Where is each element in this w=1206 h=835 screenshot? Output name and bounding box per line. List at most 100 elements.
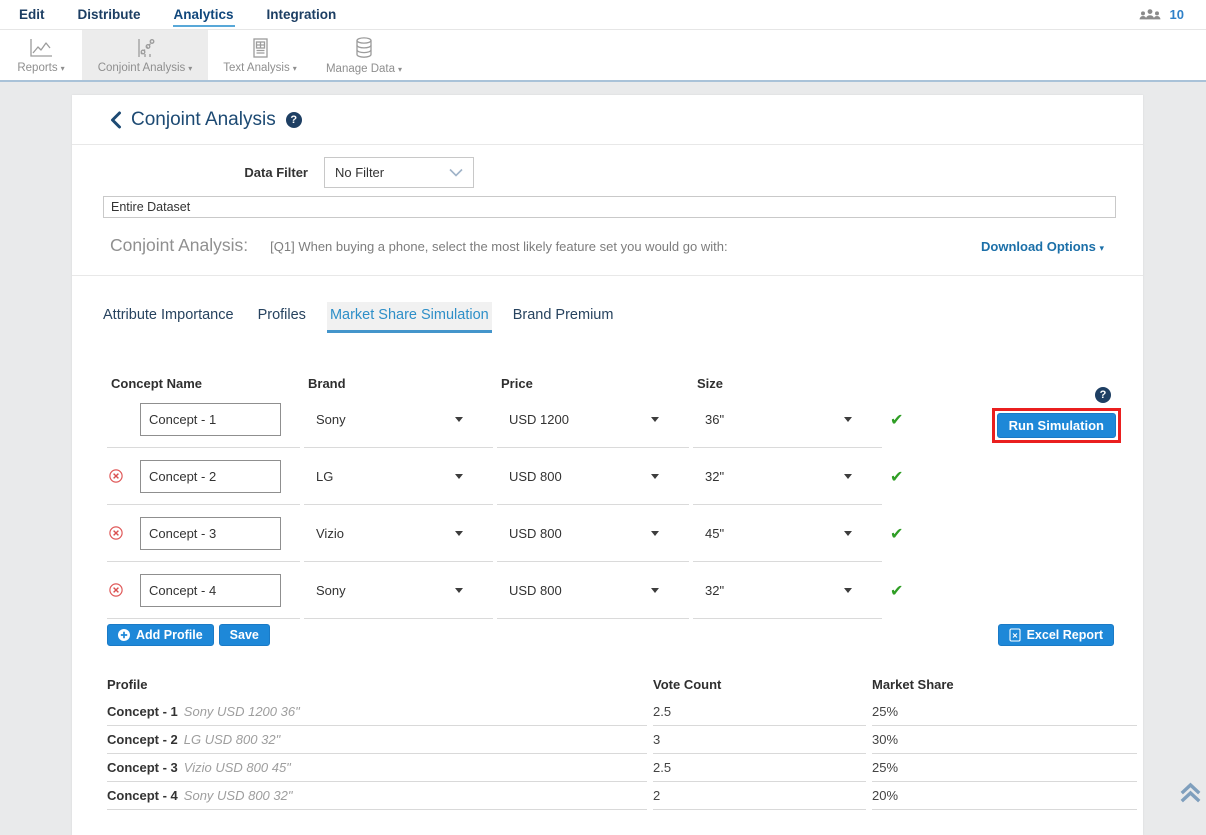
caret-down-icon (844, 530, 852, 536)
run-simulation-button[interactable]: Run Simulation (996, 413, 1116, 438)
save-button[interactable]: Save (218, 624, 270, 646)
column-header-concept-name: Concept Name (111, 376, 203, 391)
result-vote-count: 2.5 (653, 698, 866, 726)
result-row: Concept - 4 Sony USD 800 32" 2 20% (107, 782, 1143, 810)
simulation-section: ? Concept Name Brand Price Size Run Simu… (72, 373, 1143, 646)
dataset-input[interactable] (103, 196, 1116, 218)
conjoint-analysis-card: Conjoint Analysis ? Data Filter No Filte… (72, 95, 1143, 835)
concept-row: Vizio USD 800 45" ✔ (107, 505, 1117, 562)
plus-circle-icon (118, 629, 130, 641)
result-market-share: 30% (872, 726, 1137, 754)
chevron-down-icon: ▾ (292, 63, 297, 73)
data-filter-select[interactable]: No Filter (324, 157, 474, 188)
caret-down-icon (651, 416, 659, 422)
simulation-actions: Add Profile Save Excel Report (107, 624, 1117, 646)
result-profile-detail: Vizio USD 800 45" (183, 760, 291, 775)
toolbar-item-reports[interactable]: Reports ▾ (0, 30, 82, 80)
page-content: Conjoint Analysis ? Data Filter No Filte… (0, 82, 1206, 835)
size-select[interactable]: 45" (693, 505, 882, 562)
question-row: Conjoint Analysis: [Q1] When buying a ph… (72, 235, 1143, 256)
result-market-share: 25% (872, 754, 1137, 782)
valid-check-icon: ✔ (890, 525, 904, 543)
result-row: Concept - 1 Sony USD 1200 36" 2.5 25% (107, 698, 1143, 726)
column-header-size: Size (697, 376, 724, 391)
results-table-header: Profile Vote Count Market Share (107, 670, 1143, 698)
caret-down-icon (455, 416, 463, 422)
scroll-to-top-button[interactable] (1180, 781, 1201, 803)
toolbar-item-text-analysis[interactable]: Text Analysis ▾ (208, 30, 312, 80)
result-vote-count: 2.5 (653, 754, 866, 782)
concept-name-input[interactable] (140, 516, 281, 550)
excel-report-button[interactable]: Excel Report (997, 624, 1114, 646)
tab-market-share-simulation[interactable]: Market Share Simulation (326, 302, 492, 333)
caret-down-icon (844, 587, 852, 593)
column-header-market-share: Market Share (872, 676, 954, 692)
respondents-group-icon (1139, 8, 1161, 22)
concept-row: LG USD 800 32" ✔ (107, 448, 1117, 505)
nav-item-edit[interactable]: Edit (19, 7, 45, 22)
price-select[interactable]: USD 800 (497, 505, 689, 562)
valid-check-icon: ✔ (890, 411, 904, 429)
valid-check-icon: ✔ (890, 582, 904, 600)
concept-row: Sony USD 1200 36" ✔ (107, 391, 1117, 448)
caret-down-icon (455, 530, 463, 536)
brand-select[interactable]: Sony (304, 562, 493, 619)
results-section: Profile Vote Count Market Share Concept … (72, 670, 1143, 810)
responses-indicator[interactable]: 10 (1139, 7, 1206, 22)
toolbar-item-manage-data[interactable]: Manage Data ▾ (312, 30, 416, 80)
chevron-down-icon: ▾ (60, 63, 65, 73)
brand-select[interactable]: LG (304, 448, 493, 505)
result-profile-name: Concept - 4 (107, 788, 178, 803)
add-profile-button[interactable]: Add Profile (107, 624, 214, 646)
help-icon[interactable]: ? (285, 111, 302, 128)
caret-down-icon (651, 587, 659, 593)
concept-name-input[interactable] (140, 402, 281, 436)
simulation-rows: Sony USD 1200 36" ✔ LG USD 800 32" ✔ (107, 391, 1117, 619)
database-icon (352, 36, 376, 60)
concept-row: Sony USD 800 32" ✔ (107, 562, 1117, 619)
result-row: Concept - 3 Vizio USD 800 45" 2.5 25% (107, 754, 1143, 782)
caret-down-icon (844, 473, 852, 479)
download-options-button[interactable]: Download Options ▾ (981, 239, 1104, 254)
size-select[interactable]: 36" (693, 391, 882, 448)
size-select[interactable]: 32" (693, 448, 882, 505)
tab-profiles[interactable]: Profiles (257, 307, 306, 323)
price-select[interactable]: USD 800 (497, 562, 689, 619)
scatter-chart-icon (131, 37, 159, 59)
price-select[interactable]: USD 800 (497, 448, 689, 505)
valid-check-icon: ✔ (890, 468, 904, 486)
back-chevron-icon[interactable] (110, 111, 122, 129)
nav-item-integration[interactable]: Integration (266, 7, 337, 22)
chevron-down-icon: ▾ (188, 63, 193, 73)
size-select[interactable]: 32" (693, 562, 882, 619)
concept-name-input[interactable] (140, 573, 281, 607)
excel-file-icon (1009, 628, 1021, 642)
caret-down-icon (651, 530, 659, 536)
chevron-down-icon: ▾ (398, 64, 403, 74)
remove-concept-icon[interactable] (109, 526, 123, 540)
section-divider (72, 275, 1143, 276)
data-filter-row: Data Filter No Filter (72, 157, 1143, 188)
simulation-help-icon[interactable]: ? (1095, 387, 1111, 403)
tab-brand-premium[interactable]: Brand Premium (512, 307, 614, 323)
document-icon (248, 37, 272, 59)
brand-select[interactable]: Sony (304, 391, 493, 448)
remove-concept-icon[interactable] (109, 469, 123, 483)
tab-attribute-importance[interactable]: Attribute Importance (103, 307, 234, 323)
chevron-down-icon: ▾ (1099, 243, 1104, 253)
question-text: [Q1] When buying a phone, select the mos… (270, 239, 728, 254)
results-rows: Concept - 1 Sony USD 1200 36" 2.5 25% Co… (107, 698, 1143, 810)
question-section-label: Conjoint Analysis: (110, 235, 249, 255)
caret-down-icon (455, 587, 463, 593)
brand-select[interactable]: Vizio (304, 505, 493, 562)
concept-name-input[interactable] (140, 459, 281, 493)
remove-concept-icon[interactable] (109, 583, 123, 597)
line-chart-icon (27, 37, 55, 59)
nav-item-distribute[interactable]: Distribute (77, 7, 141, 22)
toolbar-item-conjoint-analysis[interactable]: Conjoint Analysis ▾ (82, 30, 208, 80)
result-market-share: 20% (872, 782, 1137, 810)
nav-item-analytics[interactable]: Analytics (172, 2, 235, 27)
column-header-profile: Profile (107, 676, 148, 692)
chevron-down-icon (449, 168, 463, 177)
price-select[interactable]: USD 1200 (497, 391, 689, 448)
